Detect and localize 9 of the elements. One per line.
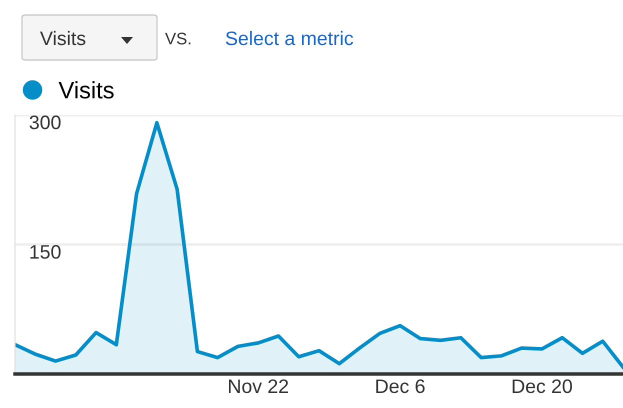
- y-tick-label: 150: [30, 245, 61, 259]
- text: VS.: [165, 32, 190, 44]
- x-tick-label: Dec 20: [512, 379, 572, 394]
- text: Select a metric: [226, 30, 354, 46]
- legend-label: Visits: [58, 81, 114, 99]
- x-tick-label: Dec 6: [376, 379, 425, 394]
- text: Visits: [40, 30, 86, 46]
- x-tick-label: Nov 22: [228, 379, 288, 394]
- y-tick-label: 300: [30, 116, 61, 130]
